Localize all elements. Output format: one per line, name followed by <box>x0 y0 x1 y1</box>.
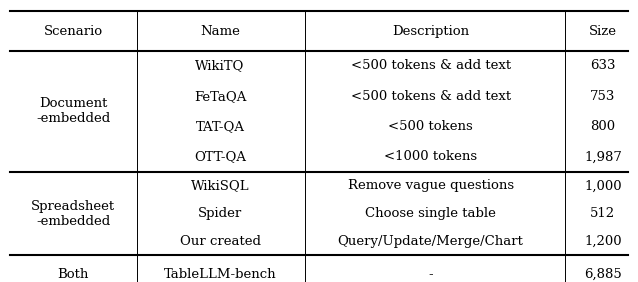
Text: 1,200: 1,200 <box>584 235 621 248</box>
Text: 1,987: 1,987 <box>584 150 622 163</box>
Text: Spider: Spider <box>198 207 242 220</box>
Text: <500 tokens & add text: <500 tokens & add text <box>351 90 510 103</box>
Text: Name: Name <box>200 25 240 38</box>
Text: OTT-QA: OTT-QA <box>194 150 246 163</box>
Text: -: - <box>428 268 433 281</box>
Text: WikiTQ: WikiTQ <box>195 60 245 72</box>
Text: 633: 633 <box>590 60 616 72</box>
Text: 1,000: 1,000 <box>584 179 621 192</box>
Text: Scenario: Scenario <box>44 25 103 38</box>
Text: 753: 753 <box>590 90 616 103</box>
Text: 800: 800 <box>590 120 616 133</box>
Text: <500 tokens & add text: <500 tokens & add text <box>351 60 510 72</box>
Text: Document
-embedded: Document -embedded <box>36 97 110 125</box>
Text: Query/Update/Merge/Chart: Query/Update/Merge/Chart <box>338 235 524 248</box>
Text: 512: 512 <box>590 207 616 220</box>
Text: <500 tokens: <500 tokens <box>389 120 473 133</box>
Text: Remove vague questions: Remove vague questions <box>348 179 514 192</box>
Text: WikiSQL: WikiSQL <box>191 179 249 192</box>
Text: Description: Description <box>392 25 469 38</box>
Text: TableLLM-bench: TableLLM-bench <box>164 268 276 281</box>
Text: Both: Both <box>57 268 89 281</box>
Text: Choose single table: Choose single table <box>365 207 496 220</box>
Text: Our created: Our created <box>180 235 260 248</box>
Text: Spreadsheet
-embedded: Spreadsheet -embedded <box>31 200 115 228</box>
Text: 6,885: 6,885 <box>584 268 622 281</box>
Text: TAT-QA: TAT-QA <box>196 120 244 133</box>
Text: FeTaQA: FeTaQA <box>194 90 246 103</box>
Text: <1000 tokens: <1000 tokens <box>384 150 477 163</box>
Text: Size: Size <box>589 25 617 38</box>
